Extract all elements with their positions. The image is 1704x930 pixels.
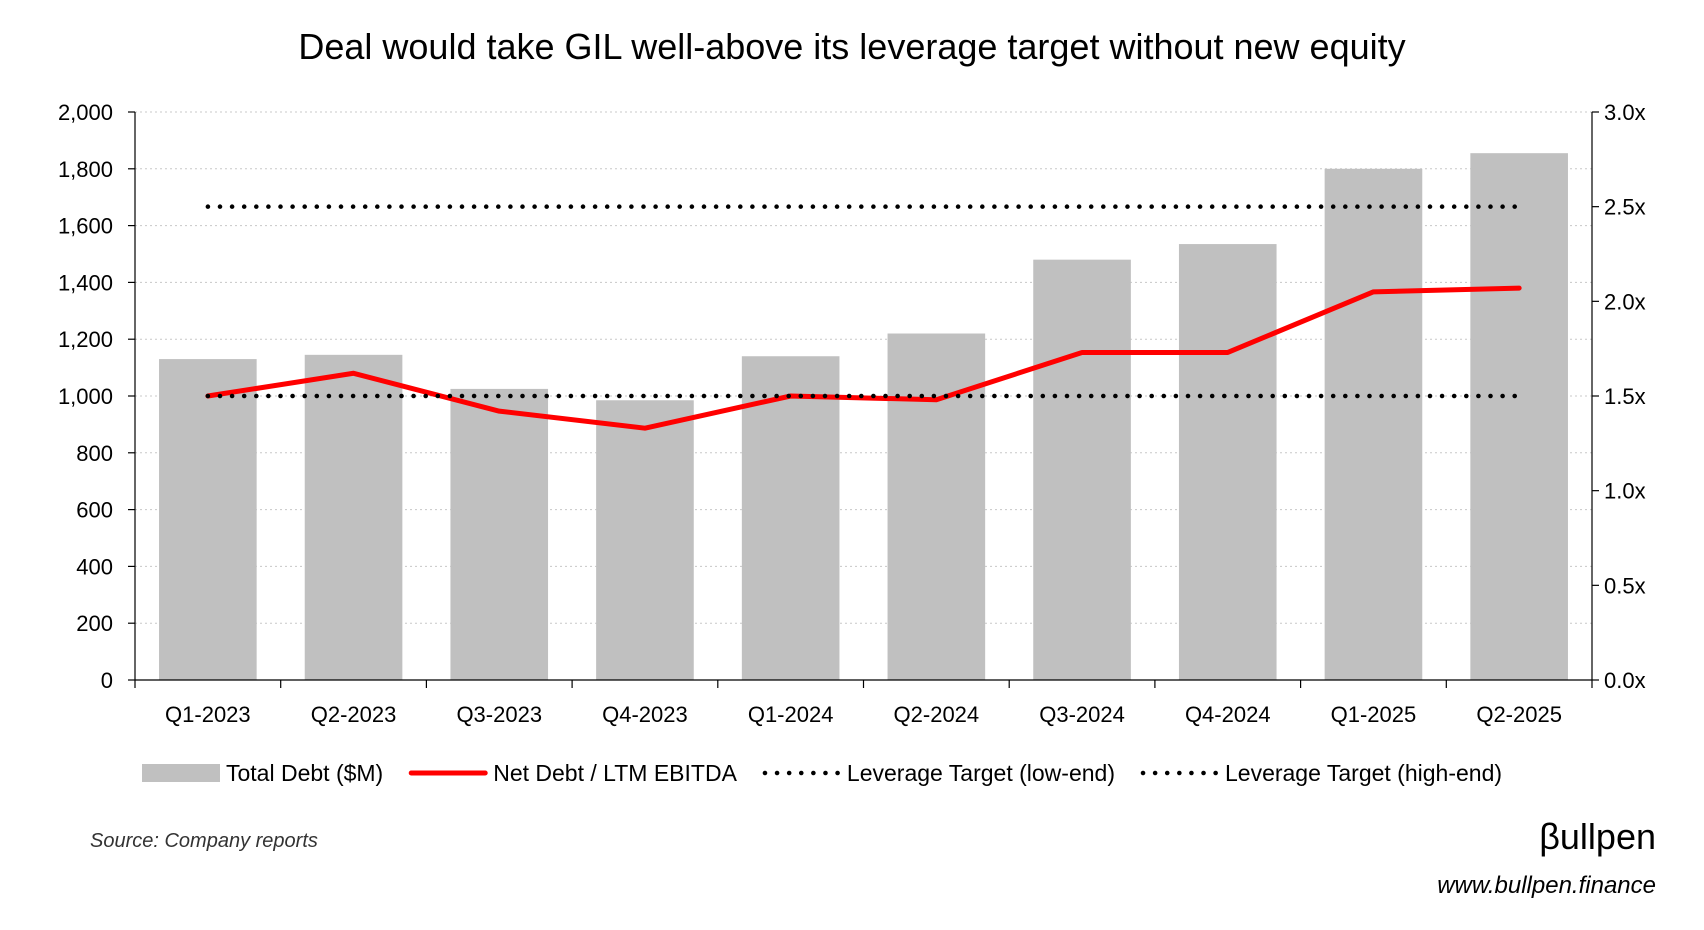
bar-q1-2025	[1324, 168, 1423, 681]
y-right-tick-label: 2.5x	[1604, 195, 1646, 220]
y-left-tick-label: 0	[101, 668, 113, 693]
brand-logo: βullpen	[1539, 816, 1656, 857]
brand-url: www.bullpen.finance	[1437, 872, 1656, 899]
x-tick-label: Q4-2024	[1185, 702, 1271, 727]
bar-q2-2024	[887, 333, 986, 680]
legend-label: Total Debt ($M)	[226, 760, 383, 786]
x-tick-label: Q2-2025	[1476, 702, 1562, 727]
legend-swatch-bar	[142, 764, 220, 782]
bar-q2-2023	[304, 354, 403, 680]
y-left-tick-label: 2,000	[58, 100, 113, 125]
y-left-tick-label: 200	[76, 611, 113, 636]
bar-q3-2023	[450, 388, 549, 680]
y-left-tick-label: 1,600	[58, 214, 113, 239]
bar-q1-2024	[741, 356, 840, 680]
y-left-tick-label: 1,000	[58, 384, 113, 409]
y-right-tick-label: 0.5x	[1604, 573, 1646, 598]
x-tick-label: Q1-2023	[165, 702, 251, 727]
series-line-net-debt-ltm-ebitda	[205, 285, 1522, 431]
y-right-tick-label: 1.5x	[1604, 384, 1646, 409]
bar-q4-2024	[1178, 244, 1277, 680]
chart-title: Deal would take GIL well-above its lever…	[298, 26, 1406, 67]
y-left-tick-label: 1,400	[58, 270, 113, 295]
bar-q1-2023	[159, 359, 257, 680]
y-right-tick-label: 0.0x	[1604, 668, 1646, 693]
y-right-tick-label: 3.0x	[1604, 100, 1646, 125]
x-tick-label: Q1-2024	[748, 702, 834, 727]
bar-q3-2024	[1033, 259, 1131, 680]
x-tick-label: Q3-2024	[1039, 702, 1125, 727]
legend-label: Leverage Target (high-end)	[1225, 760, 1502, 786]
y-left-tick-label: 1,800	[58, 157, 113, 182]
y-right-tick-label: 2.0x	[1604, 289, 1646, 314]
x-tick-label: Q2-2023	[311, 702, 397, 727]
bar-q4-2023	[596, 400, 694, 680]
y-left-tick-label: 1,200	[58, 327, 113, 352]
y-right-tick-label: 1.0x	[1604, 479, 1646, 504]
source-note: Source: Company reports	[90, 830, 318, 852]
bar-q2-2025	[1470, 153, 1568, 680]
x-tick-label: Q2-2024	[894, 702, 980, 727]
y-left-tick-label: 400	[76, 554, 113, 579]
legend-label: Net Debt / LTM EBITDA	[493, 760, 737, 786]
x-tick-label: Q1-2025	[1331, 702, 1417, 727]
legend-label: Leverage Target (low-end)	[847, 760, 1115, 786]
x-tick-label: Q4-2023	[602, 702, 688, 727]
x-tick-label: Q3-2023	[456, 702, 542, 727]
y-left-tick-label: 800	[76, 441, 113, 466]
y-left-tick-label: 600	[76, 498, 113, 523]
